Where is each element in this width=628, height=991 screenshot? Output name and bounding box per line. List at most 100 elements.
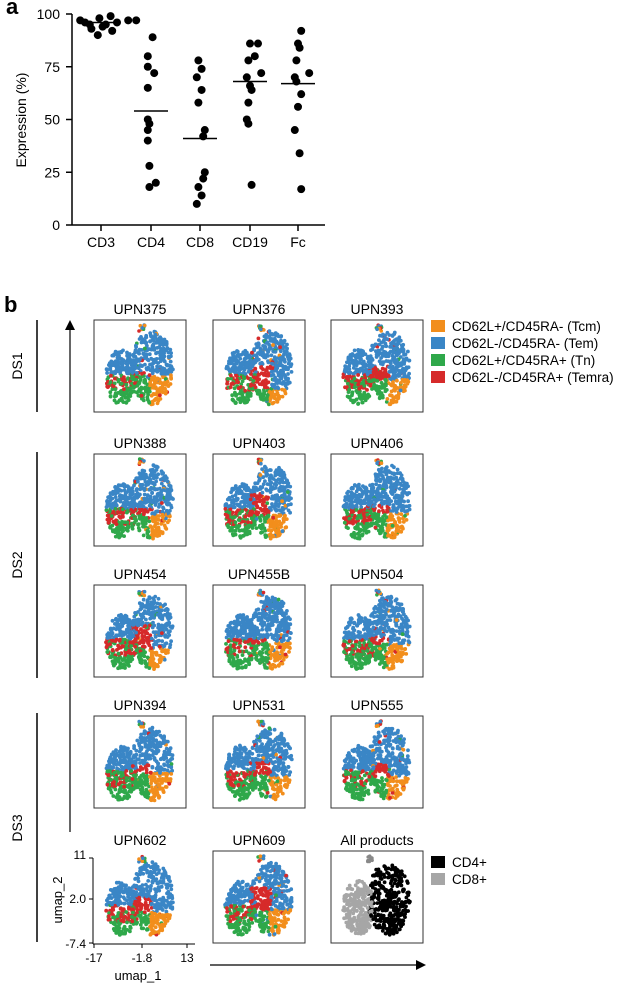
- data-point: [193, 200, 201, 208]
- umap-cell-point: [250, 351, 254, 355]
- umap-cell-point: [225, 628, 229, 632]
- umap-cell-point: [155, 346, 159, 350]
- umap-cell-point: [281, 485, 285, 489]
- umap-cell-point: [138, 363, 142, 367]
- umap-cell-point: [384, 342, 388, 346]
- umap-cell-point: [145, 353, 149, 357]
- umap-cell-point: [232, 533, 236, 537]
- umap-cell-point: [141, 352, 145, 356]
- umap-cell-point: [144, 611, 148, 615]
- umap-cell-point: [275, 340, 279, 344]
- umap-cell-point: [289, 357, 293, 361]
- umap-cell-point: [271, 343, 275, 347]
- data-point: [246, 40, 254, 48]
- umap-cell-point: [161, 339, 165, 343]
- umap-cell-point: [144, 475, 148, 479]
- umap-cell-point: [276, 393, 280, 397]
- umap-panel: UPN393: [331, 301, 423, 412]
- umap-cell-point: [381, 515, 385, 519]
- umap-cell-point: [393, 374, 397, 378]
- umap-cell-point: [120, 621, 124, 625]
- umap-cell-point: [407, 372, 411, 376]
- umap-cell-point: [371, 364, 375, 368]
- data-point: [291, 126, 299, 134]
- umap-cell-point: [151, 604, 155, 608]
- y-axis-label: Expression (%): [13, 73, 29, 168]
- umap-cell-point: [157, 518, 161, 522]
- umap-cell-point: [161, 506, 165, 510]
- y-tick-label: 0: [52, 217, 60, 233]
- umap-cell-point: [393, 496, 397, 500]
- data-point: [296, 149, 304, 157]
- umap-cell-point: [141, 652, 145, 656]
- umap-cell-point: [141, 471, 145, 475]
- umap-cell-point: [402, 504, 406, 508]
- umap-cell-point: [168, 515, 172, 519]
- umap-cell-point: [374, 526, 378, 530]
- data-point: [201, 126, 209, 134]
- umap-cell-point: [149, 334, 153, 338]
- umap-cell-point: [384, 355, 388, 359]
- umap-cell-point: [351, 359, 355, 363]
- umap-cell-point: [230, 488, 234, 492]
- umap-cell-point: [130, 641, 134, 645]
- umap-cell-point: [231, 633, 235, 637]
- umap-cell-point: [142, 497, 146, 501]
- umap-cell-point: [385, 359, 389, 363]
- umap-cell-point: [161, 343, 165, 347]
- umap-cell-point: [351, 390, 355, 394]
- umap-cell-point: [149, 646, 153, 650]
- umap-cell-point: [240, 621, 244, 625]
- umap-cell-point: [270, 353, 274, 357]
- umap-cell-point: [374, 516, 378, 520]
- umap-cell-point: [257, 337, 261, 341]
- umap-cell-point: [153, 333, 157, 337]
- umap-cell-point: [365, 370, 369, 374]
- umap-cell-point: [152, 345, 156, 349]
- umap-cell-point: [279, 525, 283, 529]
- umap-cell-point: [346, 382, 350, 386]
- umap-cell-point: [167, 502, 171, 506]
- umap-panel: UPN375: [94, 301, 186, 412]
- umap-cell-point: [361, 490, 365, 494]
- umap-cell-point: [256, 481, 260, 485]
- umap-cell-point: [138, 376, 142, 380]
- umap-cell-point: [124, 619, 128, 623]
- umap-cell-point: [343, 503, 347, 507]
- umap-cell-point: [113, 399, 117, 403]
- umap-cell-point: [263, 385, 267, 389]
- data-point: [95, 14, 103, 22]
- umap-cell-point: [148, 536, 152, 540]
- umap-cell-point: [397, 338, 401, 342]
- umap-cell-point: [104, 640, 108, 644]
- umap-cell-point: [276, 534, 280, 538]
- umap-cell-point: [229, 385, 233, 389]
- umap-cell-point: [110, 506, 114, 510]
- umap-cell-point: [369, 348, 373, 352]
- umap-cell-point: [151, 621, 155, 625]
- umap-cell-point: [378, 359, 382, 363]
- umap-cell-point: [263, 372, 267, 376]
- umap-cell-point: [114, 495, 118, 499]
- umap-cell-point: [343, 385, 347, 389]
- umap-cell-point: [398, 530, 402, 534]
- umap-cell-point: [381, 502, 385, 506]
- umap-cell-point: [120, 494, 124, 498]
- umap-cell-point: [252, 376, 256, 380]
- umap-cell-point: [262, 600, 266, 604]
- data-point: [305, 69, 313, 77]
- umap-cell-point: [286, 490, 290, 494]
- umap-cell-point: [398, 373, 402, 377]
- umap-cell-point: [376, 513, 380, 517]
- umap-cell-point: [169, 376, 173, 380]
- umap-cell-point: [114, 387, 118, 391]
- umap-cell-point: [347, 521, 351, 525]
- umap-cell-point: [243, 515, 247, 519]
- group-label-ds3: DS3: [9, 814, 25, 841]
- umap-cell-point: [119, 625, 123, 629]
- umap-cell-point: [143, 501, 147, 505]
- umap-cell-point: [282, 358, 286, 362]
- umap-cell-point: [388, 471, 392, 475]
- umap-cell-point: [374, 349, 378, 353]
- umap-cell-point: [235, 655, 239, 659]
